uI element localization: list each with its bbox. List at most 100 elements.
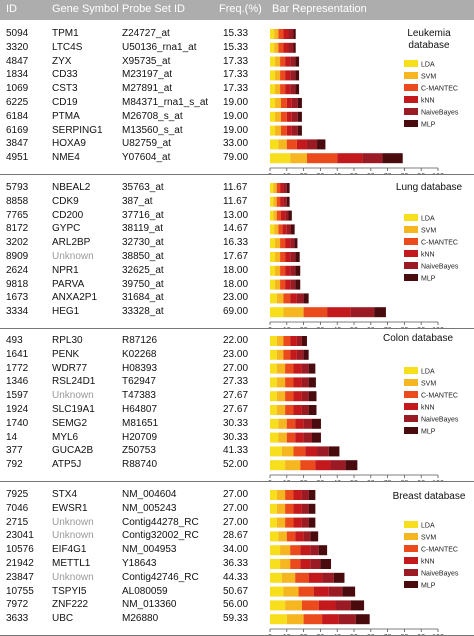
row-gene-symbol: CD19 [52,97,78,108]
bar-segment-knn [327,307,351,318]
bar-segment-naivebayes [301,503,309,514]
table-row: 21942 METTL1 Y18643 36.33 [0,557,270,571]
legend-swatch [404,367,418,374]
bar-segment-svm [275,98,281,108]
bar-segment-knn [285,279,291,290]
bar-segment-knn [285,70,291,81]
row-frequency: 30.33 [223,431,249,443]
bar-segment-lda [270,503,277,514]
x-tick-label: 50 [350,480,358,481]
table-row: 3633 UBC M26880 59.33 [0,612,270,626]
table-row: 8172 GYPC 38119_at 14.67 [0,222,270,236]
row-gene-symbol: Unknown [52,530,94,542]
x-tick-label: 0 [268,634,272,635]
x-tick-label: 90 [417,480,425,481]
x-tick-label: 10 [283,634,291,635]
bar-segment-knn [286,111,292,122]
table-row: 9818 PARVA 39750_at 18.00 [0,278,270,292]
row-id: 1924 [6,404,29,415]
row-id: 5793 [6,182,29,193]
table-row: 377 GUCA2B Z50753 41.33 [0,444,270,458]
row-id: 23041 [6,530,34,542]
row-id: 6225 [6,97,29,108]
row-gene-symbol: RPL30 [52,335,83,346]
row-id: 6169 [6,124,29,136]
bar-segment-c-mantec [276,183,281,193]
row-probe-set-id: 35763_at [122,182,164,193]
header-frequency: Freq.(%) [219,3,262,15]
row-probe-set-id: U50136_rna1_at [122,41,197,53]
row-frequency: 56.00 [223,599,249,611]
row-gene-symbol: EIF4G1 [52,544,87,556]
bar-segment-naivebayes [291,111,298,122]
bar-segment-naivebayes [335,600,351,611]
row-frequency: 33.00 [223,138,249,150]
bar-segment-c-mantec [280,70,286,81]
row-id: 1834 [6,69,29,81]
bar-segment-c-mantec [285,490,294,500]
table-row: 23041 Unknown Contig32002_RC 28.67 [0,529,270,543]
legend-swatch [404,427,418,434]
database-title: Colon database [382,333,454,344]
bar-segment-knn [285,265,291,276]
row-probe-set-id: X95735_at [122,55,171,67]
bar-segment-c-mantec [300,460,316,471]
row-frequency: 28.67 [223,530,249,542]
x-tick-label: 50 [350,327,358,328]
x-tick-label: 100 [432,173,444,174]
bar-segment-c-mantec [276,210,281,221]
row-gene-symbol: LTC4S [52,41,83,53]
row-gene-symbol: CD33 [52,69,78,81]
bar-segment-c-mantec [280,252,286,262]
bar-segment-knn [337,153,363,164]
legend-label: kNN [421,98,435,105]
bar-segment-svm [278,531,287,542]
row-probe-set-id: NM_013360 [122,599,177,611]
row-probe-set-id: R88740 [122,459,158,471]
bar-segment-naivebayes [288,42,294,53]
x-tick-label: 70 [384,634,392,635]
legend-swatch [404,403,418,410]
row-id: 10576 [6,544,34,556]
bar-segment-knn [280,210,286,221]
table-row: 2624 NPR1 32625_at 18.00 [0,264,270,278]
bar-segment-knn [285,238,291,249]
row-probe-set-id: Contig44278_RC [122,516,199,528]
bar-segment-svm [276,336,284,346]
x-tick-label: 60 [367,634,375,635]
legend-label: kNN [421,252,435,259]
bar-segment-lda [270,572,282,583]
row-frequency: 34.00 [223,544,249,556]
bar-segment-c-mantec [286,418,296,429]
table-row: 4847 ZYX X95735_at 17.33 [0,55,270,69]
row-id: 3633 [6,613,29,625]
legend-swatch [404,72,418,79]
table-row: 8909 Unknown 38850_at 17.67 [0,250,270,264]
legend-swatch [404,581,418,588]
table-row: 6169 SERPING1 M13560_s_at 19.00 [0,124,270,138]
bar-segment-knn [290,293,297,304]
row-gene-symbol: NPR1 [52,264,79,276]
row-id: 1346 [6,376,29,388]
row-id: 1673 [6,292,29,304]
row-id: 4951 [6,152,29,164]
bar-segment-naivebayes [296,293,304,304]
bar-segment-naivebayes [290,252,296,262]
row-probe-set-id: Z24727_at [122,28,170,39]
x-tick-label: 40 [333,327,341,328]
bar-segment-naivebayes [301,377,309,388]
row-probe-set-id: T62947 [122,376,156,388]
row-probe-set-id: M13560_s_at [122,124,183,136]
legend-swatch [404,262,418,269]
x-tick-label: 40 [333,480,341,481]
bar-segment-svm [276,503,286,514]
row-gene-symbol: CDK9 [52,195,79,207]
x-tick-label: 10 [283,173,291,174]
bar-segment-c-mantec [303,307,328,318]
bar-segment-naivebayes [301,405,309,415]
row-probe-set-id: Z50753 [122,445,156,457]
bar-segment-c-mantec [285,405,294,415]
bar-segment-mlp [308,363,316,374]
row-frequency: 30.33 [223,417,249,429]
row-id: 5094 [6,28,29,39]
